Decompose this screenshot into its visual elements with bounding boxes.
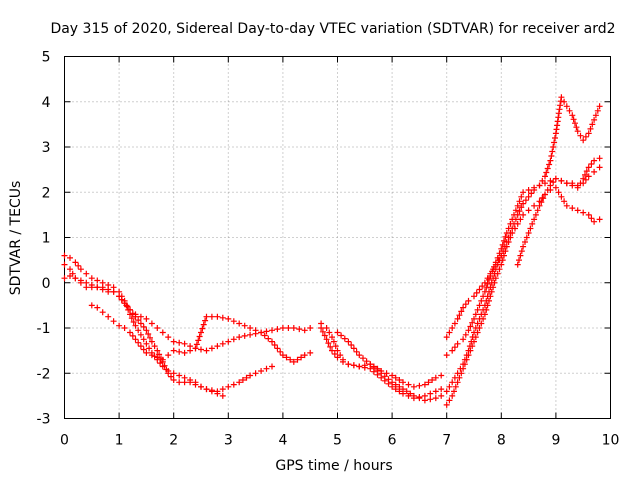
series-track-j [443, 184, 603, 408]
y-tick-label: 0 [42, 276, 51, 292]
y-tick-label: -1 [37, 321, 51, 337]
series-track-d [88, 302, 314, 365]
x-tick-label: 10 [602, 433, 620, 449]
plus-marker-cluster [443, 252, 505, 395]
y-axis-label: SDTVAR / TECUs [8, 181, 24, 296]
x-tick-label: 3 [224, 433, 233, 449]
y-tick-label: 2 [42, 185, 51, 201]
plus-marker-cluster [61, 273, 275, 395]
x-tick-label: 9 [551, 433, 560, 449]
x-tick-label: 5 [333, 433, 342, 449]
x-tick-label: 6 [388, 433, 397, 449]
series-track-k [514, 164, 603, 268]
data-marks [61, 94, 603, 408]
x-tick-label: 4 [278, 433, 287, 449]
y-tick-label: 3 [42, 140, 51, 156]
y-tick-label: 4 [42, 95, 51, 111]
y-tick-label: 1 [42, 231, 51, 247]
y-tick-label: 5 [42, 50, 51, 66]
x-tick-label: 1 [115, 433, 124, 449]
plus-marker-cluster [514, 164, 603, 268]
y-tick-label: -2 [37, 366, 51, 382]
plus-marker-cluster [318, 325, 445, 402]
x-tick-label: 0 [60, 433, 69, 449]
series-track-b [61, 273, 275, 395]
series-track-l [443, 252, 505, 395]
chart-title: Day 315 of 2020, Sidereal Day-to-day VTE… [50, 21, 615, 37]
x-tick-label: 8 [497, 433, 506, 449]
plus-marker-cluster [334, 329, 445, 404]
plus-marker-cluster [443, 184, 603, 408]
x-tick-label: 2 [169, 433, 178, 449]
x-axis-label: GPS time / hours [275, 458, 392, 474]
plus-marker-cluster [88, 302, 314, 365]
y-tick-label: -3 [37, 412, 51, 428]
x-tick-label: 7 [442, 433, 451, 449]
series-track-g [334, 329, 445, 404]
series-track-f [318, 325, 445, 402]
axis-ticks: 0 1 2 3 4 5 6 7 8 9 10 -3 -2 -1 0 1 2 3 4 5 [37, 50, 620, 449]
